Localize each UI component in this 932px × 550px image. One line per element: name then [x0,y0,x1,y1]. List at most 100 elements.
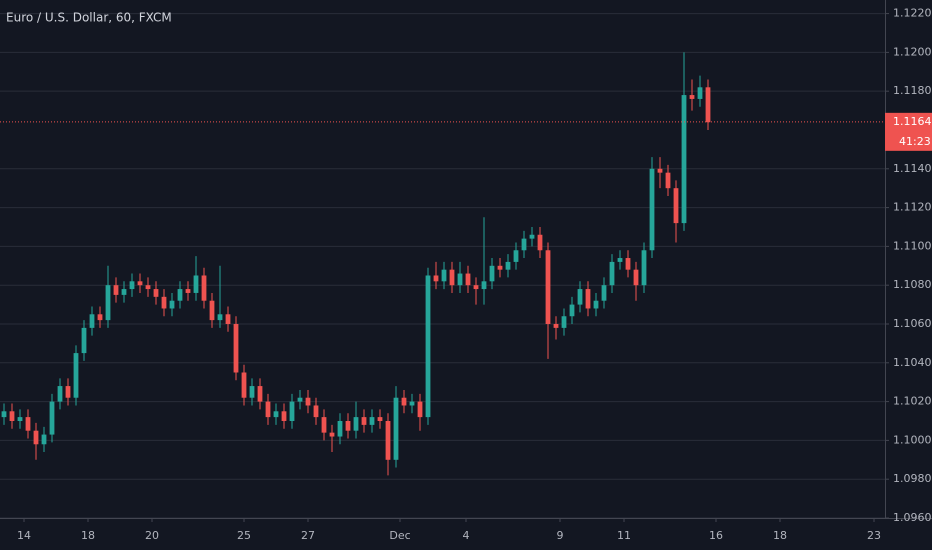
chart-title: Euro / U.S. Dollar, 60, FXCM [6,11,172,25]
candle-body [505,261,511,270]
candle-body [385,420,391,460]
candle-body [329,432,335,437]
candle-body [689,95,695,99]
candle-body [73,353,79,398]
candle-body [233,323,239,373]
candle-body [121,289,127,295]
candle-body [153,289,159,297]
countdown-label: 41:23 [899,135,931,148]
candle-body [273,411,279,418]
candle-body [433,275,439,282]
candle-body [177,289,183,301]
candle-body [617,258,623,262]
candle-body [673,188,679,224]
candle-body [369,417,375,425]
x-tick-label: 25 [237,529,251,542]
x-tick-label: 27 [301,529,315,542]
last-price-tag [885,112,932,151]
candle-body [561,316,567,328]
y-tick-label: 1.12000 [893,45,932,58]
candle-body [25,417,31,431]
candle-body [265,401,271,418]
candle-body [289,401,295,421]
axes: 1.09600 1.09800 1.10000 1.10200 1.10400 1.106… [17,7,932,542]
candle-body [241,372,247,398]
candle-body [529,234,535,239]
candle-body [65,386,71,398]
y-tick-label: 1.11200 [893,201,932,214]
candle-body [697,87,703,99]
candle-body [425,275,431,418]
last-price-label: 1.11642 [893,115,932,128]
candle-body [401,397,407,406]
candle-body [249,386,255,398]
candle-body [705,87,711,123]
candle-body [297,397,303,402]
candle-body [57,386,63,402]
candle-body [473,285,479,290]
candle-body [553,323,559,328]
candle-body [89,314,95,328]
candle-body [81,327,87,354]
x-tick-label: Dec [389,529,410,542]
y-tick-label: 1.11400 [893,162,932,175]
y-tick-label: 1.11000 [893,239,932,252]
candle-body [521,238,527,251]
candle-body [209,300,215,321]
candle-body [481,281,487,290]
candle-body [361,417,367,425]
candle-body [137,281,143,286]
candle-body [609,261,615,286]
candle-body [441,269,447,282]
candle-body [497,265,503,270]
x-tick-label: 11 [617,529,631,542]
candle-body [393,397,399,460]
y-tick-label: 1.09800 [893,472,932,485]
candle-body [585,289,591,309]
candle-body [49,401,55,435]
candle-body [193,275,199,293]
candle-body [345,420,351,431]
y-tick-label: 1.11800 [893,84,932,97]
y-tick-label: 1.09600 [893,511,932,524]
y-tick-label: 1.12200 [893,7,932,20]
candle-body [225,314,231,324]
x-tick-label: 20 [145,529,159,542]
candle-body [113,285,119,295]
candle-body [593,300,599,309]
candle-body [145,285,151,290]
candle-body [417,401,423,418]
candle-body [1,411,7,418]
candle-body [601,285,607,301]
x-tick-label: 4 [463,529,470,542]
candle-body [649,168,655,251]
x-tick-label: 23 [867,529,881,542]
candle-body [33,430,39,445]
candle-body [377,417,383,421]
candle-body [161,296,167,309]
candle-body [9,411,15,421]
candle-body [681,95,687,224]
x-tick-label: 16 [709,529,723,542]
candle-body [305,397,311,406]
candle-body [313,405,319,418]
candle-body [337,420,343,437]
candle-body [257,386,263,402]
candle-body [465,273,471,286]
candle-body [169,300,175,309]
candle-body [17,417,23,421]
candle-body [41,434,47,445]
candle-body [281,411,287,421]
y-tick-label: 1.10200 [893,395,932,408]
candles [0,52,885,476]
candle-body [633,269,639,286]
candle-body [97,314,103,321]
y-tick-label: 1.10600 [893,317,932,330]
candle-body [105,285,111,321]
candle-body [217,314,223,321]
x-tick-label: 14 [17,529,31,542]
x-tick-label: 18 [773,529,787,542]
candle-body [537,234,543,251]
grid [0,13,885,519]
